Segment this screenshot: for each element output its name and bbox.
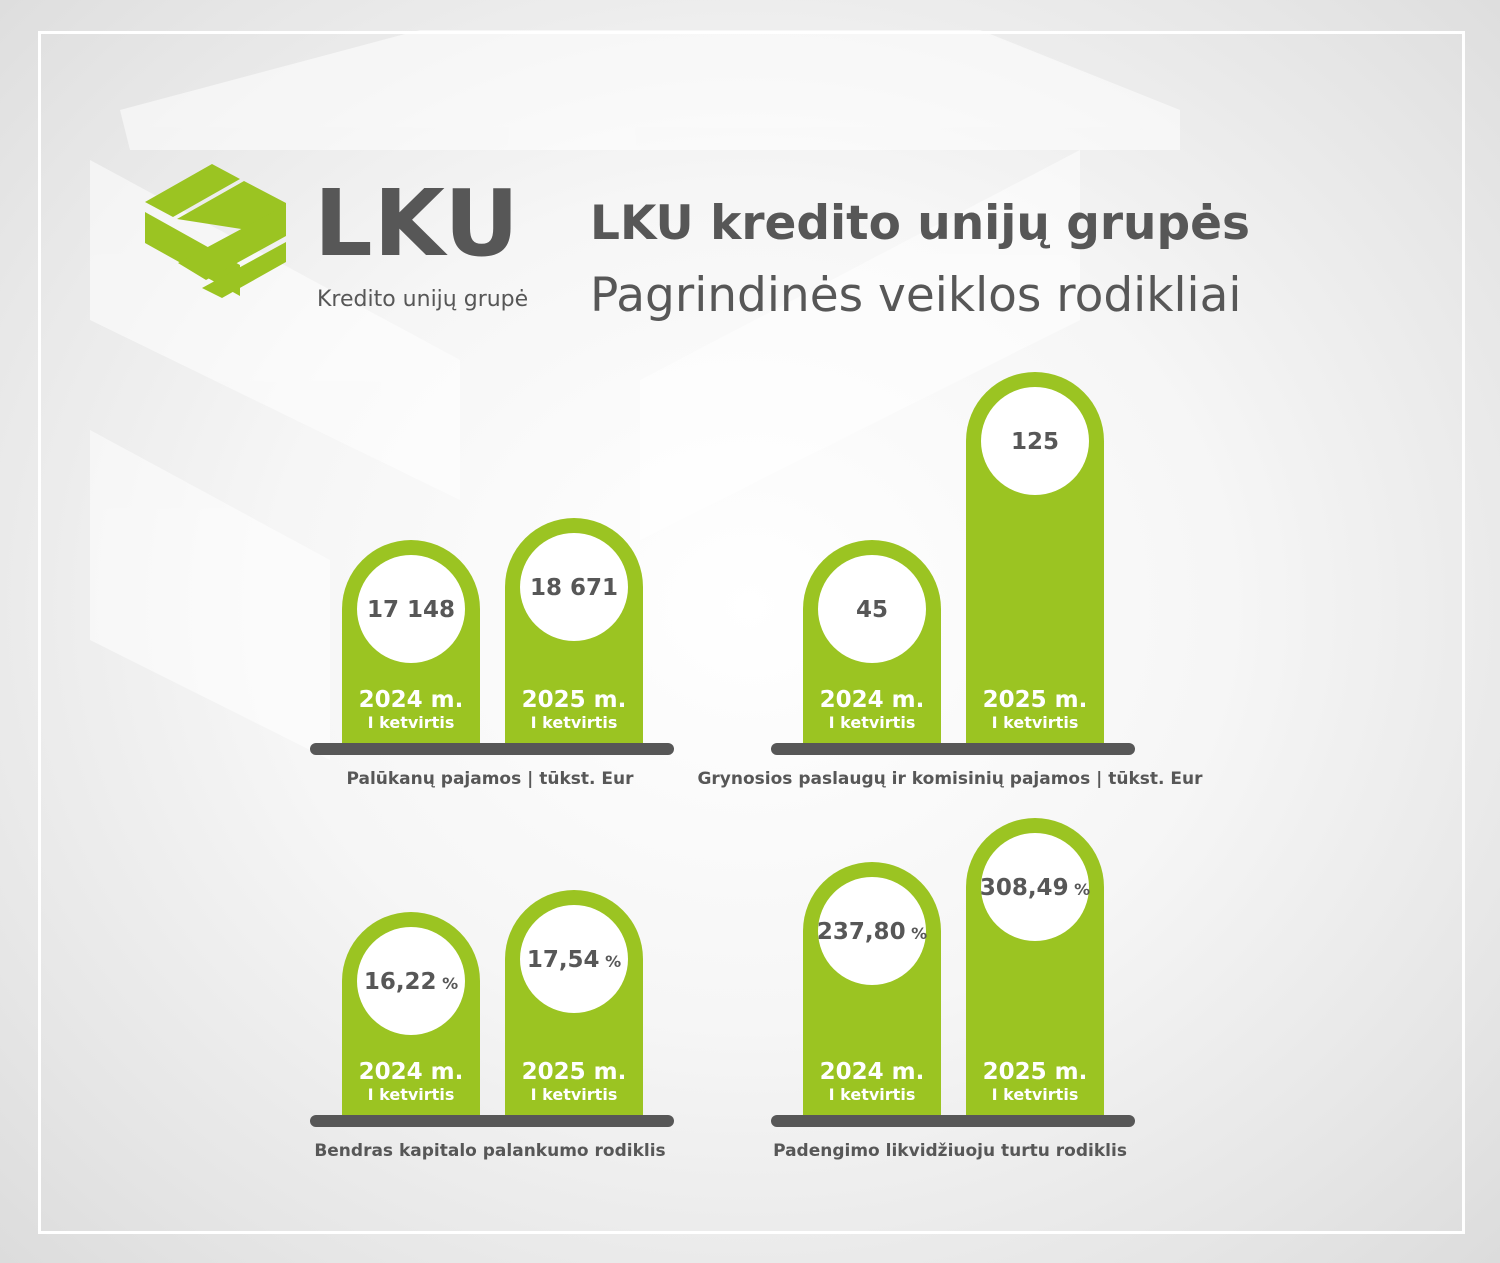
- baseline: [771, 1115, 1135, 1127]
- category-sublabel: I ketvirtis: [829, 1085, 916, 1104]
- category-label: 2024 m.: [359, 687, 464, 713]
- unit-label: %: [1069, 880, 1091, 899]
- category-label: 2024 m.: [820, 1059, 925, 1085]
- chart-caption: Padengimo likvidžiuoju turtu rodiklis: [773, 1141, 1127, 1161]
- page-title: LKU kredito unijų grupės: [590, 196, 1250, 251]
- data-label: 125: [1011, 429, 1059, 455]
- category-sublabel: I ketvirtis: [829, 713, 916, 732]
- value-circle: [357, 927, 465, 1035]
- baseline: [310, 743, 674, 755]
- baseline: [771, 743, 1135, 755]
- category-label: 2025 m.: [983, 1059, 1088, 1085]
- unit-label: %: [600, 952, 622, 971]
- baseline: [310, 1115, 674, 1127]
- category-sublabel: I ketvirtis: [368, 713, 455, 732]
- data-label: 45: [856, 597, 888, 623]
- lku-logo-mark: [145, 164, 286, 298]
- data-label: 16,22 %: [364, 969, 458, 995]
- category-label: 2025 m.: [522, 1059, 627, 1085]
- data-label: 308,49 %: [980, 875, 1090, 901]
- data-label: 237,80 %: [817, 919, 927, 945]
- category-sublabel: I ketvirtis: [531, 713, 618, 732]
- value-circle: [981, 387, 1089, 495]
- category-label: 2024 m.: [359, 1059, 464, 1085]
- value-circle: [520, 533, 628, 641]
- category-sublabel: I ketvirtis: [992, 1085, 1079, 1104]
- logo-wordmark: LKU: [314, 170, 521, 277]
- chart-caption: Bendras kapitalo palankumo rodiklis: [314, 1141, 665, 1161]
- chart-caption: Palūkanų pajamos | tūkst. Eur: [346, 769, 634, 789]
- category-label: 2024 m.: [820, 687, 925, 713]
- chart-caption: Grynosios paslaugų ir komisinių pajamos …: [697, 769, 1203, 789]
- unit-label: %: [906, 924, 928, 943]
- category-sublabel: I ketvirtis: [368, 1085, 455, 1104]
- category-sublabel: I ketvirtis: [992, 713, 1079, 732]
- logo-subtitle: Kredito unijų grupė: [317, 287, 529, 312]
- category-label: 2025 m.: [983, 687, 1088, 713]
- data-label: 18 671: [530, 575, 618, 601]
- value-circle: [357, 555, 465, 663]
- value-circle: [981, 833, 1089, 941]
- page-subtitle: Pagrindinės veiklos rodikliai: [590, 268, 1242, 323]
- category-sublabel: I ketvirtis: [531, 1085, 618, 1104]
- unit-label: %: [437, 974, 459, 993]
- value-circle: [818, 555, 926, 663]
- category-label: 2025 m.: [522, 687, 627, 713]
- data-label: 17 148: [367, 597, 455, 623]
- value-circle: [520, 905, 628, 1013]
- value-circle: [818, 877, 926, 985]
- data-label: 17,54 %: [527, 947, 621, 973]
